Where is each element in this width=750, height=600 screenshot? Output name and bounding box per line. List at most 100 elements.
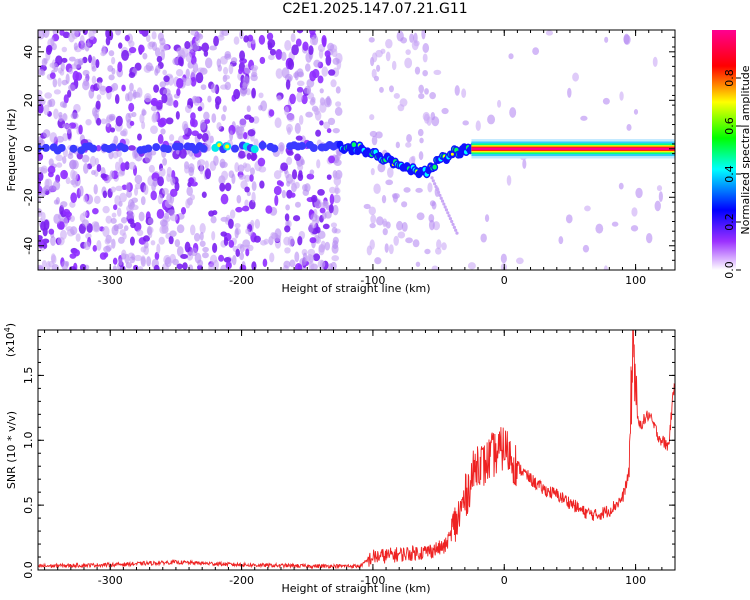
spectrogram-cell <box>319 120 324 126</box>
y-tick-label: -40 <box>22 237 35 255</box>
spectrogram-cell <box>103 245 111 253</box>
spectrogram-cell <box>71 63 77 70</box>
spectrogram-cell <box>159 81 167 88</box>
spectrogram-cell <box>280 162 289 172</box>
spectrogram-cell <box>220 193 229 205</box>
spectrogram-cell <box>296 30 304 34</box>
spectrogram-cell <box>223 66 229 75</box>
spectrogram-cell <box>324 241 331 251</box>
spectrogram-cell <box>89 155 97 167</box>
spectrogram-cell <box>79 263 87 270</box>
spectrogram-cell <box>150 240 156 246</box>
spectrogram-cell <box>61 46 68 53</box>
spectrogram-cell <box>297 163 304 171</box>
spectrogram-cell <box>110 127 116 133</box>
spectrogram-cell <box>40 221 46 231</box>
spectrogram-cell <box>332 236 339 245</box>
spectrogram-xlabel: Height of straight line (km) <box>281 282 430 295</box>
spectrogram-cell <box>38 266 45 270</box>
spectrogram-cell <box>211 113 217 123</box>
spectrogram-cell <box>189 117 195 127</box>
spectrogram-cell <box>281 189 287 199</box>
spectrogram-cell <box>619 91 624 101</box>
spectrogram-cell <box>145 34 151 43</box>
spectrogram-cell <box>424 88 429 95</box>
spectrogram-cell <box>322 201 329 207</box>
spectrogram-cell <box>330 222 338 228</box>
spectrogram-cell <box>38 103 44 114</box>
spectrogram-cell <box>138 30 145 35</box>
spectrogram-cell <box>582 244 590 253</box>
colorbar-tick-label: 0.6 <box>723 117 736 135</box>
spectrogram-cell <box>284 225 291 233</box>
spectrogram-cell <box>522 159 527 169</box>
spectrogram-cell <box>231 255 237 266</box>
spectrogram-cell <box>75 72 83 81</box>
spectrogram-cell <box>100 51 106 57</box>
spectrogram-cell <box>328 155 336 164</box>
spectrogram-cell <box>127 91 133 102</box>
spectrogram-cell <box>189 224 196 236</box>
spectrogram-cell <box>290 192 296 198</box>
spectrogram-cell <box>260 100 268 112</box>
spectrogram-cell <box>41 187 47 194</box>
spectrogram-cell <box>369 239 375 250</box>
spectrogram-cell <box>96 94 102 101</box>
spectrogram-cell <box>62 156 67 164</box>
spectrogram-cell <box>144 93 152 103</box>
spectrogram-cell <box>161 93 168 104</box>
x-tick-label: -200 <box>229 274 254 287</box>
spectrogram-cell <box>269 252 275 263</box>
spectrogram-cell <box>295 38 302 47</box>
spectrogram-cell <box>487 114 496 125</box>
spectrogram-cell <box>174 181 180 192</box>
spectrogram-cell <box>447 214 451 218</box>
spectrogram-cell <box>412 239 420 248</box>
spectrogram-cell <box>257 157 266 167</box>
spectrogram-cell <box>233 36 240 45</box>
spectrogram-cell <box>228 63 234 75</box>
spectrogram-cell <box>49 72 56 79</box>
spectrogram-cell <box>157 134 164 145</box>
spectrogram-cell <box>497 99 502 108</box>
spectrogram-cell <box>450 219 454 224</box>
spectrogram-cell <box>467 262 476 270</box>
spectrogram-cell <box>268 109 275 117</box>
spectrogram-cell <box>128 161 136 170</box>
spectrogram-cell <box>159 219 168 227</box>
spectrogram-cell <box>204 168 212 180</box>
spectrogram-cell <box>108 50 115 57</box>
spectrogram-ridge-cell <box>57 143 66 152</box>
spectrogram-cell <box>80 43 86 51</box>
spectrogram-cell <box>65 73 70 84</box>
spectrogram-cell <box>228 218 234 229</box>
spectrogram-cell <box>100 118 107 125</box>
spectrogram-cell <box>82 30 88 36</box>
spectrogram-cell <box>50 235 56 246</box>
spectrogram-cell <box>56 162 63 168</box>
spectrogram-cell <box>105 86 111 94</box>
spectrogram-cell <box>584 205 591 212</box>
spectrogram-cell <box>233 88 241 100</box>
spectrogram-cell <box>40 211 46 221</box>
spectrogram-ridge-cell <box>144 144 153 153</box>
spectrogram-cell <box>95 59 100 69</box>
spectrogram-cell <box>294 122 301 134</box>
spectrogram-cell <box>204 140 212 148</box>
spectrogram-cell <box>73 42 78 51</box>
spectrogram-cell <box>56 135 65 143</box>
spectrogram-cell <box>111 212 117 218</box>
spectrogram-cell <box>185 68 190 79</box>
spectrogram-cell <box>296 91 303 103</box>
spectrogram-cell <box>239 244 245 253</box>
colorbar-gradient <box>712 30 736 270</box>
spectrogram-ridge-cell <box>231 144 240 153</box>
spectrogram-cell <box>134 254 142 262</box>
spectrogram-cell <box>294 201 301 208</box>
spectrogram-cell <box>427 182 433 193</box>
spectrogram-cell <box>223 74 231 80</box>
spectrogram-cell <box>169 134 175 142</box>
spectrogram-band <box>471 147 675 150</box>
spectrogram-cell <box>238 67 243 75</box>
spectrogram-frame <box>37 29 676 271</box>
